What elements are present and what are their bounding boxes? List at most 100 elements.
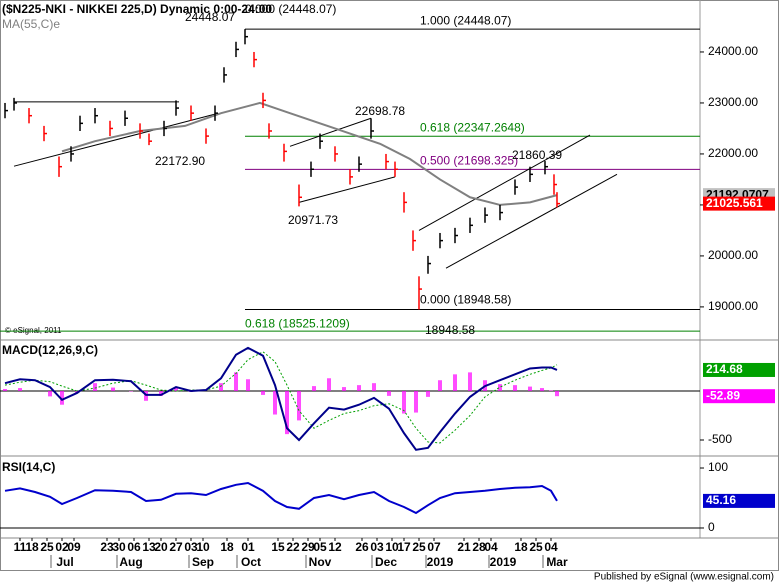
x-tick-label: 21 xyxy=(457,540,471,554)
x-major-label: 2019 xyxy=(490,555,517,569)
y-tick-label: 20000.00 xyxy=(708,248,758,262)
y-tick-label: 19000.00 xyxy=(708,299,758,313)
histogram-bar xyxy=(246,379,251,392)
histogram-bar xyxy=(371,383,376,392)
indicator-line xyxy=(4,481,558,515)
trendline xyxy=(289,117,372,147)
fib-label: 0.000 (18948.58) xyxy=(420,293,511,307)
x-major-label: Aug xyxy=(119,555,142,569)
histogram-bar xyxy=(261,391,266,395)
x-tick-label: 17 xyxy=(397,540,411,554)
histogram-bar xyxy=(3,389,8,392)
x-major-label: 2019 xyxy=(427,555,454,569)
histogram-bar xyxy=(18,388,23,392)
value-box xyxy=(703,389,775,404)
annotation: 18948.58 xyxy=(425,323,475,337)
y-tick-label: 23000.00 xyxy=(708,95,758,109)
y-tick-label: 0 xyxy=(708,520,715,534)
x-tick-label: 29 xyxy=(301,540,315,554)
value-box-label: 214.68 xyxy=(706,362,743,376)
y-tick-label: 22000.00 xyxy=(708,146,758,160)
x-major-label: Oct xyxy=(241,555,261,569)
x-tick-label: 03 xyxy=(370,540,384,554)
histogram-bar xyxy=(401,391,406,414)
fib-label: 0.500 (21698.325) xyxy=(420,153,518,167)
fib-label: 1.000 (24448.07) xyxy=(420,13,511,27)
histogram-bar xyxy=(297,391,302,421)
histogram-bar xyxy=(527,386,532,392)
value-box-label: 45.16 xyxy=(706,493,736,507)
fib-label: 0.618 (18525.1209) xyxy=(245,316,350,330)
legend-ma: MA(55,C)e xyxy=(2,17,60,31)
histogram-bar xyxy=(159,391,164,396)
indicator-line xyxy=(4,351,558,444)
footer: Published by eSignal (www.esignal.com) xyxy=(594,572,774,583)
x-tick-label: 10 xyxy=(196,540,210,554)
x-tick-label: 13 xyxy=(142,540,156,554)
histogram-bar xyxy=(539,388,544,392)
x-tick-label: 12 xyxy=(328,540,342,554)
frame xyxy=(0,0,779,571)
indicator-line xyxy=(4,346,558,451)
histogram-bar xyxy=(467,372,472,392)
value-box-label: 21025.561 xyxy=(706,196,763,210)
x-major-label: Jul xyxy=(56,555,73,569)
trendline xyxy=(298,176,396,203)
x-tick-label: 27 xyxy=(169,540,183,554)
x-tick-label: 25 xyxy=(529,540,543,554)
x-tick-label: 07 xyxy=(427,540,441,554)
x-tick-label: 15 xyxy=(271,540,285,554)
copyright: © eSignal, 2011 xyxy=(5,326,62,335)
annotation: 22172.90 xyxy=(155,154,205,168)
x-tick-label: 18 xyxy=(220,540,234,554)
x-tick-label: 25 xyxy=(412,540,426,554)
histogram-bar xyxy=(554,391,559,397)
y-tick-label: -500 xyxy=(708,432,732,446)
x-tick-label: 04 xyxy=(544,540,558,554)
x-tick-label: 18 xyxy=(514,540,528,554)
x-tick-label: 26 xyxy=(355,540,369,554)
x-tick-label: 10 xyxy=(385,540,399,554)
x-tick-label: 04 xyxy=(484,540,498,554)
annotation: 0.000 (24448.07) xyxy=(245,2,336,16)
x-tick-label: 28 xyxy=(472,540,486,554)
x-tick-label: 05 xyxy=(313,540,327,554)
histogram-bar xyxy=(497,384,502,392)
histogram-bar xyxy=(386,391,391,396)
annotation: 20971.73 xyxy=(288,213,338,227)
y-tick-label: 24000.00 xyxy=(708,44,758,58)
x-major-label: Mar xyxy=(546,555,568,569)
trendline xyxy=(445,173,618,269)
fib-label: 0.618 (22347.2648) xyxy=(420,120,525,134)
value-box xyxy=(703,493,775,508)
annotation: 22698.78 xyxy=(355,104,405,118)
histogram-bar xyxy=(512,385,517,392)
x-major-label: Sep xyxy=(192,555,214,569)
histogram-bar xyxy=(285,391,290,435)
histogram-bar xyxy=(452,374,457,392)
x-major-label: Dec xyxy=(375,555,397,569)
value-box-label: -52.89 xyxy=(706,388,740,402)
histogram-bar xyxy=(437,380,442,392)
rsi-title: RSI(14,C) xyxy=(2,460,55,474)
histogram-bar xyxy=(48,391,53,397)
x-tick-label: 01 xyxy=(241,540,255,554)
x-tick-label: 03 xyxy=(184,540,198,554)
y-tick-label: 100 xyxy=(708,460,728,474)
histogram-bar xyxy=(111,387,116,392)
histogram-bar xyxy=(60,391,65,405)
x-major-label: Nov xyxy=(309,555,332,569)
histogram-bar xyxy=(312,386,317,392)
histogram-bar xyxy=(425,391,430,397)
x-tick-label: 23 xyxy=(100,540,114,554)
x-tick-label: 25 xyxy=(40,540,54,554)
histogram-bar xyxy=(356,385,361,392)
x-tick-label: 09 xyxy=(67,540,81,554)
histogram-bar xyxy=(342,387,347,392)
histogram-bar xyxy=(234,372,239,392)
x-tick-label: 02 xyxy=(55,540,69,554)
histogram-bar xyxy=(174,387,179,392)
histogram-bar xyxy=(413,391,418,413)
